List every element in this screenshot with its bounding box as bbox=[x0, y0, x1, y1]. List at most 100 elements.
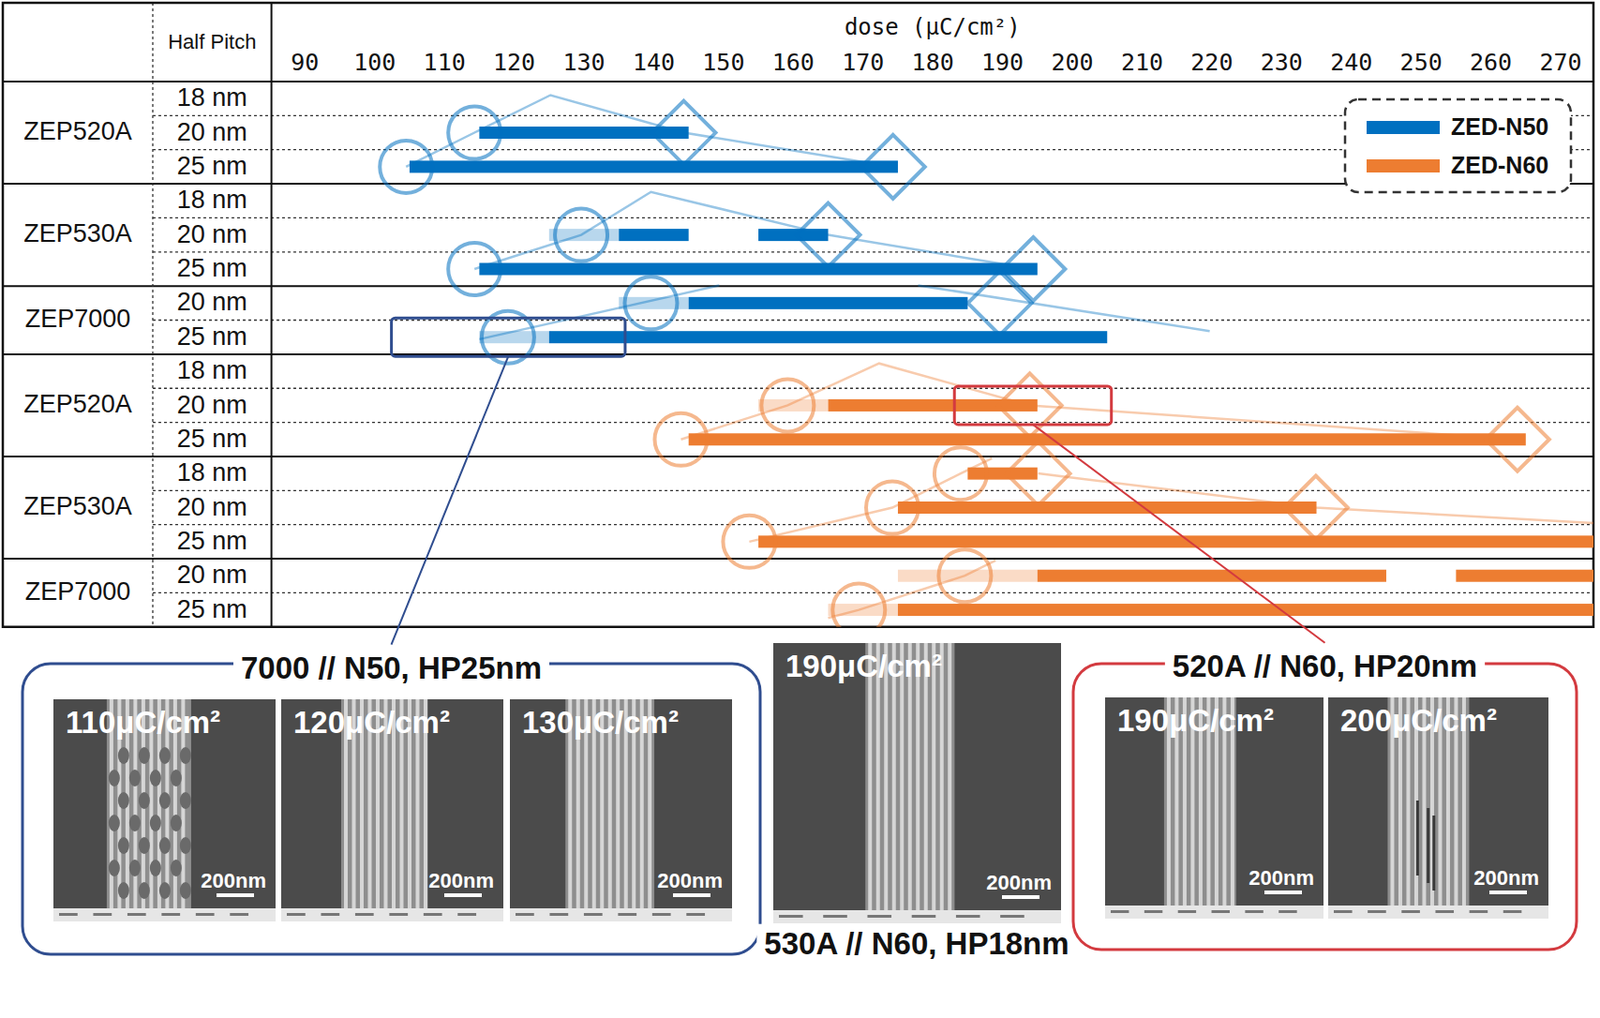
sem-defect bbox=[108, 769, 120, 787]
scale-bar bbox=[1264, 890, 1302, 895]
sem-ground bbox=[1328, 697, 1549, 919]
plot-marks bbox=[379, 95, 1594, 628]
row-divider bbox=[152, 592, 1594, 594]
sem-info-mark bbox=[822, 914, 848, 918]
resist-label: ZEP530A bbox=[23, 219, 133, 248]
sem-defect bbox=[138, 837, 150, 854]
sem-dose-label: 130μC/cm² bbox=[522, 704, 679, 740]
legend-label: ZED-N60 bbox=[1450, 151, 1549, 179]
sem-info-mark bbox=[778, 914, 804, 918]
sem-info-mark bbox=[195, 912, 215, 916]
sem-info-mark bbox=[686, 912, 705, 916]
range-bar bbox=[1037, 569, 1387, 583]
scale-bar bbox=[216, 893, 255, 898]
panel-title: 7000 // N50, HP25nm bbox=[240, 650, 542, 686]
sem-defect bbox=[170, 814, 182, 832]
sem-defect bbox=[108, 859, 120, 877]
sem-image: 130μC/cm² 200nm bbox=[509, 699, 733, 922]
x-tick-label: 170 bbox=[841, 48, 884, 76]
sem-info-mark bbox=[286, 912, 306, 916]
sem-info-mark bbox=[912, 914, 937, 918]
resist-label: ZEP520A bbox=[23, 389, 133, 419]
legend-swatch bbox=[1366, 159, 1440, 173]
sem-defect bbox=[129, 769, 141, 787]
upper-limit-diamond bbox=[651, 101, 716, 165]
half-pitch-label: 25 nm bbox=[177, 322, 248, 351]
lower-limit-circle bbox=[448, 106, 501, 160]
group-divider bbox=[2, 557, 1594, 560]
x-tick-label: 190 bbox=[981, 48, 1024, 76]
sem-info-mark bbox=[652, 912, 672, 916]
header-divider bbox=[2, 80, 1594, 83]
sem-info-mark bbox=[956, 914, 981, 918]
sem-info-mark bbox=[92, 912, 112, 916]
lower-limit-circle bbox=[866, 481, 919, 535]
range-bar bbox=[828, 399, 1038, 412]
sem-defect bbox=[138, 792, 150, 809]
sem-info-mark bbox=[161, 912, 180, 916]
sem-info-mark bbox=[229, 912, 249, 916]
sem-info-mark bbox=[59, 912, 78, 916]
sem-info-mark bbox=[617, 912, 637, 916]
sem-defect bbox=[1416, 800, 1420, 876]
sem-info-mark bbox=[1178, 910, 1197, 913]
scale-bar-label: 200nm bbox=[428, 868, 494, 893]
scale-bar-label: 200nm bbox=[657, 868, 723, 893]
upper-limit-diamond bbox=[968, 270, 1032, 335]
sem-info-mark bbox=[1110, 910, 1129, 913]
x-axis-title: dose (μC/cm²) bbox=[844, 14, 1021, 41]
range-bar bbox=[758, 228, 828, 241]
sem-info-mark bbox=[583, 912, 603, 916]
sem-info-mark bbox=[1211, 910, 1230, 913]
sem-image: 190μC/cm²200nm bbox=[773, 642, 1062, 924]
sem-info-mark bbox=[1333, 910, 1353, 913]
sem-ground bbox=[281, 699, 504, 922]
title-background bbox=[756, 924, 1077, 963]
legend: ZED-N50ZED-N60 bbox=[1345, 99, 1571, 193]
sem-info-mark bbox=[1469, 910, 1489, 913]
half-pitch-label: 25 nm bbox=[177, 424, 248, 453]
sem-info-strip bbox=[53, 908, 276, 922]
x-tick-label: 250 bbox=[1400, 48, 1443, 76]
row-divider bbox=[152, 217, 1594, 219]
sem-defect bbox=[159, 837, 171, 854]
sem-defect bbox=[1426, 807, 1430, 883]
leader-line bbox=[391, 356, 509, 645]
x-tick-label: 150 bbox=[702, 48, 745, 76]
range-bar bbox=[478, 262, 1037, 275]
upper-limit-diamond bbox=[861, 134, 926, 199]
row-divider bbox=[152, 319, 1594, 321]
x-tick-label: 160 bbox=[772, 48, 815, 76]
range-bar bbox=[758, 535, 1594, 548]
lower-limit-circle bbox=[722, 515, 776, 569]
column-divider bbox=[151, 2, 153, 628]
sem-dose-label: 190μC/cm² bbox=[1117, 702, 1274, 738]
half-pitch-label: 25 nm bbox=[177, 151, 248, 180]
sem-info-mark bbox=[1401, 910, 1421, 913]
sem-info-mark bbox=[867, 914, 892, 918]
sem-image: 200μC/cm²200nm bbox=[1328, 697, 1549, 919]
sem-defect bbox=[159, 882, 171, 899]
upper-limit-diamond bbox=[796, 203, 861, 268]
sem-panel: 190μC/cm²200nm200μC/cm²200nm520A // N60,… bbox=[1073, 646, 1577, 950]
background bbox=[0, 0, 1600, 1018]
sem-info-mark bbox=[549, 912, 569, 916]
sem-defect bbox=[149, 814, 162, 832]
sem-panel: 190μC/cm²200nm530A // N60, HP18nm bbox=[756, 642, 1077, 963]
x-tick-label: 140 bbox=[632, 48, 675, 76]
sem-defect bbox=[170, 769, 182, 787]
row-divider bbox=[152, 251, 1594, 253]
table-border bbox=[2, 2, 1594, 628]
x-tick-label: 110 bbox=[423, 48, 466, 76]
sem-defect bbox=[149, 769, 162, 787]
group-divider bbox=[2, 455, 1594, 458]
highlight-box bbox=[954, 386, 1111, 425]
lower-limit-circle bbox=[448, 242, 501, 296]
leader-line bbox=[1032, 424, 1326, 643]
sem-info-mark bbox=[1278, 910, 1297, 913]
sem-ground bbox=[773, 642, 1062, 924]
x-tick-label: 230 bbox=[1260, 48, 1303, 76]
sem-info-mark bbox=[1435, 910, 1454, 913]
title-background bbox=[233, 648, 550, 688]
trend-line bbox=[474, 192, 1033, 270]
